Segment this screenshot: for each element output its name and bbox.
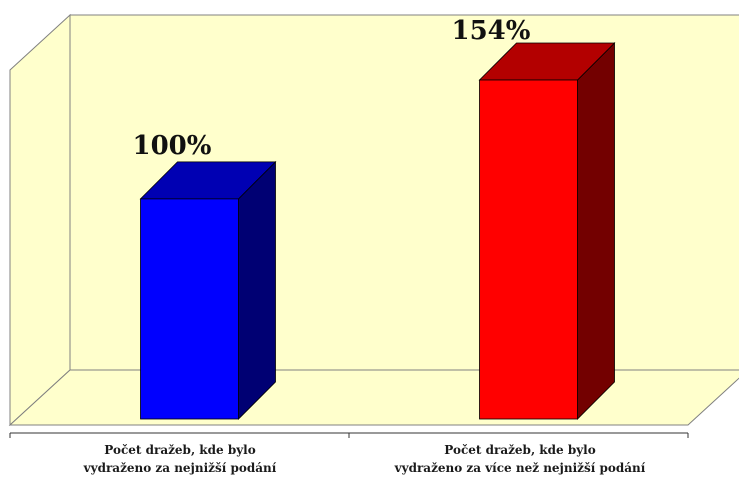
data-label: 100% [133,131,212,161]
chart-bars [139,42,616,420]
x-tick-label-line: Počet dražeb, kde bylo [444,443,596,457]
chart-walls [8,13,739,427]
x-tick-label: Počet dražeb, kde bylo vydraženo za více… [370,441,670,477]
x-tick-label-line: Počet dražeb, kde bylo [104,443,256,457]
chart-data-labels: 100% 154% [133,16,531,161]
chart-floor [8,369,739,426]
chart-side-wall [9,13,71,427]
bar-side [577,42,615,420]
bar [479,79,578,420]
bar-side [238,160,276,420]
x-tick-label-line: vydraženo za nejnižší podání [83,461,277,475]
data-label: 154% [452,16,531,46]
x-tick-label-line: vydraženo za více než nejnižší podání [394,461,646,475]
bar [140,198,239,420]
x-tick-label: Počet dražeb, kde bylo vydraženo za nejn… [30,441,330,477]
